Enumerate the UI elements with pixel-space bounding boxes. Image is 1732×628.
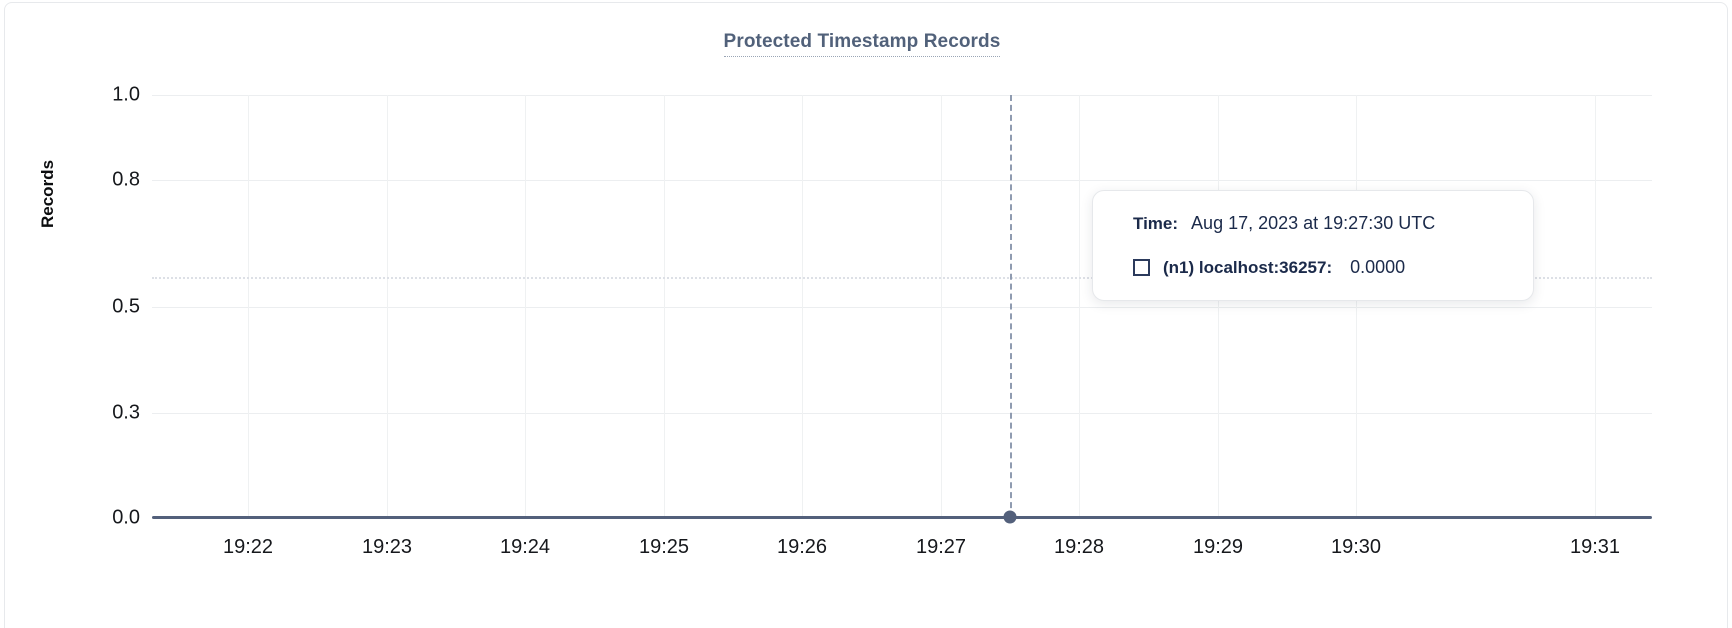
gridline-vertical bbox=[1079, 95, 1080, 518]
y-tick-label: 0.8 bbox=[112, 168, 140, 191]
legend-swatch-icon bbox=[1133, 259, 1150, 276]
chart-card bbox=[4, 2, 1728, 628]
chart-title: Protected Timestamp Records bbox=[0, 31, 1724, 57]
x-tick-label: 19:26 bbox=[776, 536, 828, 558]
tooltip-time-label: Time: bbox=[1133, 213, 1179, 233]
plot-area[interactable] bbox=[152, 95, 1652, 524]
crosshair-line bbox=[1010, 95, 1012, 518]
y-tick-label: 0.0 bbox=[112, 506, 140, 529]
tooltip-series-value: 0.0000 bbox=[1350, 257, 1406, 277]
gridline-vertical bbox=[387, 95, 388, 518]
x-tick-label: 19:27 bbox=[915, 536, 967, 558]
gridline-vertical bbox=[525, 95, 526, 518]
gridline-horizontal bbox=[152, 180, 1652, 181]
x-tick-label: 19:30 bbox=[1330, 536, 1382, 558]
tooltip-time-row: Time: Aug 17, 2023 at 19:27:30 UTC bbox=[1133, 213, 1507, 234]
gridline-horizontal bbox=[152, 95, 1652, 96]
tooltip-time-value: Aug 17, 2023 at 19:27:30 UTC bbox=[1191, 213, 1436, 233]
series-line bbox=[152, 516, 1652, 519]
reference-line bbox=[152, 277, 1652, 279]
x-tick-label: 19:28 bbox=[1053, 536, 1105, 558]
hover-point-marker[interactable] bbox=[1003, 510, 1017, 524]
tooltip-series-row: (n1) localhost:36257: 0.0000 bbox=[1133, 257, 1507, 278]
x-tick-label: 19:25 bbox=[638, 536, 690, 558]
x-tick-label: 19:31 bbox=[1569, 536, 1621, 558]
y-axis-title: Records bbox=[38, 159, 57, 228]
chart-title-text[interactable]: Protected Timestamp Records bbox=[723, 31, 1001, 57]
x-tick-label: 19:22 bbox=[222, 536, 274, 558]
gridline-vertical bbox=[1218, 95, 1219, 518]
hover-tooltip: Time: Aug 17, 2023 at 19:27:30 UTC (n1) … bbox=[1092, 190, 1534, 301]
gridline-vertical bbox=[1595, 95, 1596, 518]
y-tick-label: 0.3 bbox=[112, 401, 140, 424]
tooltip-series-label: (n1) localhost:36257: bbox=[1163, 257, 1333, 277]
y-tick-label: 0.5 bbox=[112, 295, 140, 318]
gridline-vertical bbox=[941, 95, 942, 518]
gridline-vertical bbox=[664, 95, 665, 518]
gridline-horizontal bbox=[152, 413, 1652, 414]
gridline-vertical bbox=[802, 95, 803, 518]
x-tick-label: 19:24 bbox=[499, 536, 551, 558]
gridline-horizontal bbox=[152, 307, 1652, 308]
y-tick-label: 1.0 bbox=[112, 83, 140, 106]
x-tick-label: 19:23 bbox=[361, 536, 413, 558]
gridline-vertical bbox=[1356, 95, 1357, 518]
gridline-vertical bbox=[248, 95, 249, 518]
x-tick-label: 19:29 bbox=[1192, 536, 1244, 558]
